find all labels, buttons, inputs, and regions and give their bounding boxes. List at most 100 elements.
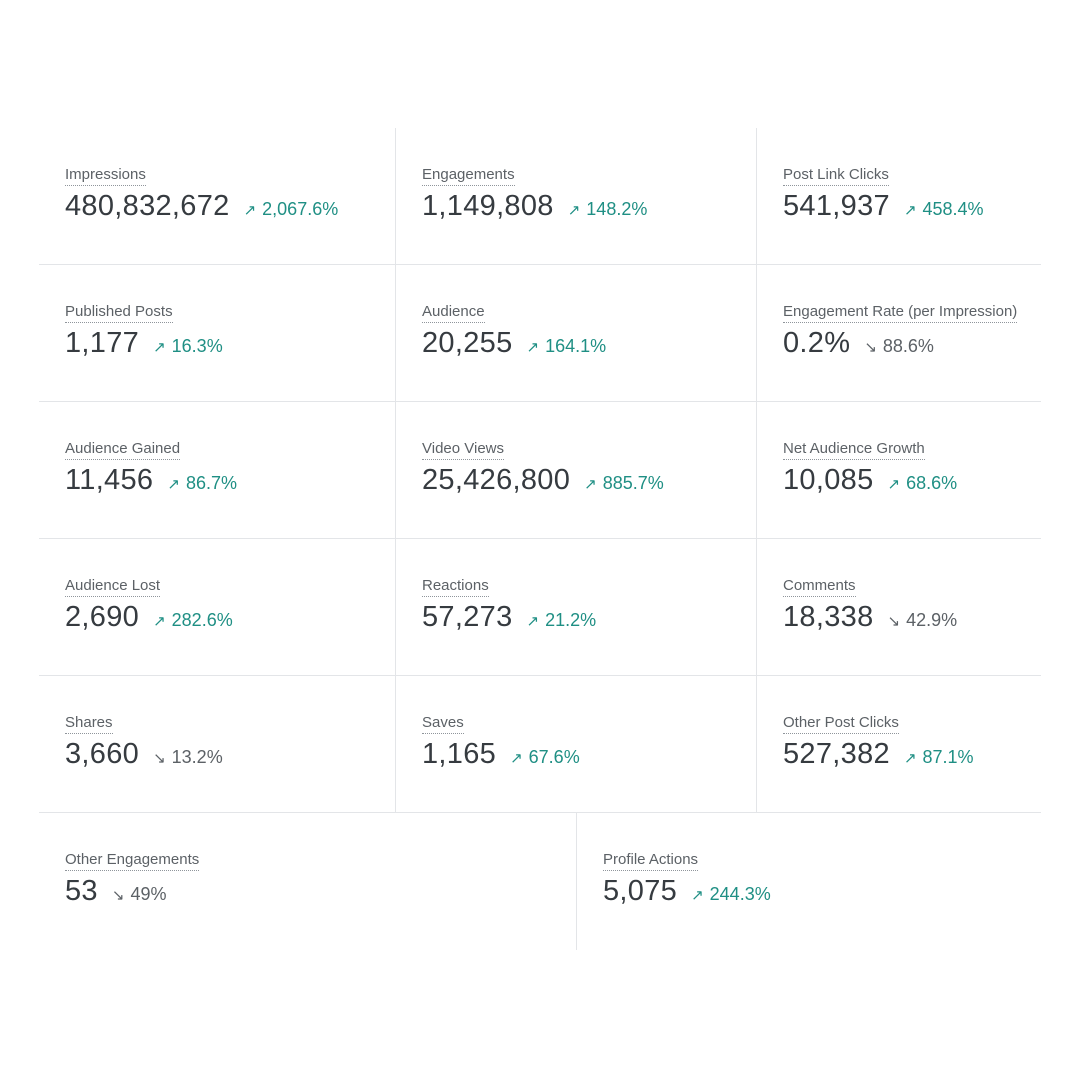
metric-label[interactable]: Net Audience Growth (783, 440, 925, 460)
trend-up-icon: ↗ (243, 202, 257, 219)
trend-up-icon: ↗ (567, 202, 581, 219)
delta-percent: 2,067.6% (262, 199, 339, 219)
metric-delta: ↗ 282.6% (153, 610, 233, 631)
metrics-row: Published Posts 1,177 ↗ 16.3% Audience 20… (39, 265, 1041, 402)
metric-label[interactable]: Published Posts (65, 303, 173, 323)
metric-value: 57,273 (422, 601, 513, 633)
delta-percent: 458.4% (922, 199, 984, 219)
metric-delta: ↘ 42.9% (888, 610, 958, 631)
metric-label[interactable]: Other Engagements (65, 851, 200, 871)
delta-percent: 885.7% (602, 473, 664, 493)
metric-label[interactable]: Shares (65, 714, 113, 734)
delta-percent: 164.1% (545, 336, 607, 356)
metric-value: 53 (65, 875, 98, 907)
metric-label[interactable]: Comments (783, 577, 856, 597)
metric-video-views: Video Views 25,426,800 ↗ 885.7% (396, 402, 757, 538)
metric-audience-gained: Audience Gained 11,456 ↗ 86.7% (39, 402, 396, 538)
metric-label[interactable]: Audience Lost (65, 577, 161, 597)
metric-value: 5,075 (603, 875, 678, 907)
trend-up-icon: ↗ (584, 476, 597, 493)
delta-percent: 21.2% (545, 610, 597, 630)
metric-value: 18,338 (783, 601, 874, 633)
metric-label[interactable]: Engagement Rate (per Impression) (783, 303, 1018, 323)
metric-label[interactable]: Video Views (422, 440, 505, 460)
delta-percent: 282.6% (171, 610, 233, 630)
metric-impressions: Impressions 480,832,672 ↗ 2,067.6% (39, 128, 396, 264)
metric-label[interactable]: Saves (422, 714, 464, 734)
metric-delta: ↗ 86.7% (167, 473, 237, 494)
metrics-row: Audience Gained 11,456 ↗ 86.7% Video View… (39, 402, 1041, 539)
metrics-grid: Impressions 480,832,672 ↗ 2,067.6% Engage… (39, 128, 1041, 950)
trend-down-icon: ↘ (887, 613, 901, 630)
metric-value: 1,177 (65, 327, 140, 359)
metric-value: 541,937 (783, 190, 890, 222)
delta-percent: 87.1% (922, 747, 974, 767)
metric-reactions: Reactions 57,273 ↗ 21.2% (396, 539, 757, 675)
trend-down-icon: ↘ (111, 887, 125, 904)
delta-percent: 148.2% (586, 199, 648, 219)
delta-percent: 88.6% (882, 336, 934, 356)
metric-label[interactable]: Other Post Clicks (783, 714, 899, 734)
trend-up-icon: ↗ (167, 476, 180, 493)
metric-audience-lost: Audience Lost 2,690 ↗ 282.6% (39, 539, 396, 675)
delta-percent: 49% (130, 884, 167, 904)
metric-delta: ↗ 21.2% (527, 610, 597, 631)
metric-delta: ↘ 88.6% (864, 336, 934, 357)
trend-down-icon: ↘ (153, 750, 166, 767)
metric-value: 1,149,808 (422, 190, 554, 222)
metric-comments: Comments 18,338 ↘ 42.9% (757, 539, 1041, 675)
metric-value: 25,426,800 (422, 464, 571, 496)
metric-value: 480,832,672 (65, 190, 230, 222)
metric-audience: Audience 20,255 ↗ 164.1% (396, 265, 757, 401)
metric-value: 3,660 (65, 738, 140, 770)
metric-profile-actions: Profile Actions 5,075 ↗ 244.3% (577, 813, 1041, 950)
metric-other-engagements: Other Engagements 53 ↘ 49% (39, 813, 577, 950)
metric-value: 527,382 (783, 738, 890, 770)
metric-delta: ↘ 13.2% (153, 747, 223, 768)
metric-saves: Saves 1,165 ↗ 67.6% (396, 676, 757, 812)
metrics-row: Audience Lost 2,690 ↗ 282.6% Reactions 57… (39, 539, 1041, 676)
metric-delta: ↗ 148.2% (568, 199, 648, 220)
metrics-row: Other Engagements 53 ↘ 49% Profile Action… (39, 813, 1041, 950)
delta-percent: 68.6% (906, 473, 958, 493)
metric-engagement-rate: Engagement Rate (per Impression) 0.2% ↘ 8… (757, 265, 1041, 401)
metric-delta: ↘ 49% (112, 884, 167, 905)
metrics-row: Impressions 480,832,672 ↗ 2,067.6% Engage… (39, 128, 1041, 265)
delta-percent: 86.7% (185, 473, 237, 493)
metric-delta: ↗ 68.6% (888, 473, 958, 494)
trend-up-icon: ↗ (691, 887, 704, 904)
metric-value: 11,456 (65, 464, 154, 496)
metric-delta: ↗ 458.4% (904, 199, 984, 220)
metric-value: 20,255 (422, 327, 513, 359)
metric-value: 1,165 (422, 738, 497, 770)
metric-delta: ↗ 67.6% (510, 747, 580, 768)
metric-label[interactable]: Post Link Clicks (783, 166, 889, 186)
trend-up-icon: ↗ (153, 613, 166, 630)
trend-up-icon: ↗ (153, 339, 166, 356)
delta-percent: 16.3% (171, 336, 223, 356)
metric-label[interactable]: Reactions (422, 577, 489, 597)
metric-value: 0.2% (783, 327, 851, 359)
delta-percent: 42.9% (906, 610, 958, 630)
metric-delta: ↗ 244.3% (691, 884, 771, 905)
metric-value: 2,690 (65, 601, 140, 633)
delta-percent: 67.6% (528, 747, 580, 767)
metric-delta: ↗ 16.3% (153, 336, 223, 357)
trend-up-icon: ↗ (903, 750, 917, 767)
metric-label[interactable]: Audience Gained (65, 440, 181, 460)
trend-up-icon: ↗ (887, 476, 901, 493)
metric-post-link-clicks: Post Link Clicks 541,937 ↗ 458.4% (757, 128, 1041, 264)
trend-up-icon: ↗ (510, 750, 523, 767)
metric-label[interactable]: Profile Actions (603, 851, 699, 871)
metric-label[interactable]: Engagements (422, 166, 515, 186)
metric-delta: ↗ 2,067.6% (244, 199, 339, 220)
metric-engagements: Engagements 1,149,808 ↗ 148.2% (396, 128, 757, 264)
metric-delta: ↗ 885.7% (584, 473, 664, 494)
metric-label[interactable]: Impressions (65, 166, 146, 186)
metric-delta: ↗ 87.1% (904, 747, 974, 768)
metric-delta: ↗ 164.1% (527, 336, 607, 357)
delta-percent: 13.2% (171, 747, 223, 767)
metric-net-audience-growth: Net Audience Growth 10,085 ↗ 68.6% (757, 402, 1041, 538)
metric-label[interactable]: Audience (422, 303, 485, 323)
delta-percent: 244.3% (709, 884, 771, 904)
